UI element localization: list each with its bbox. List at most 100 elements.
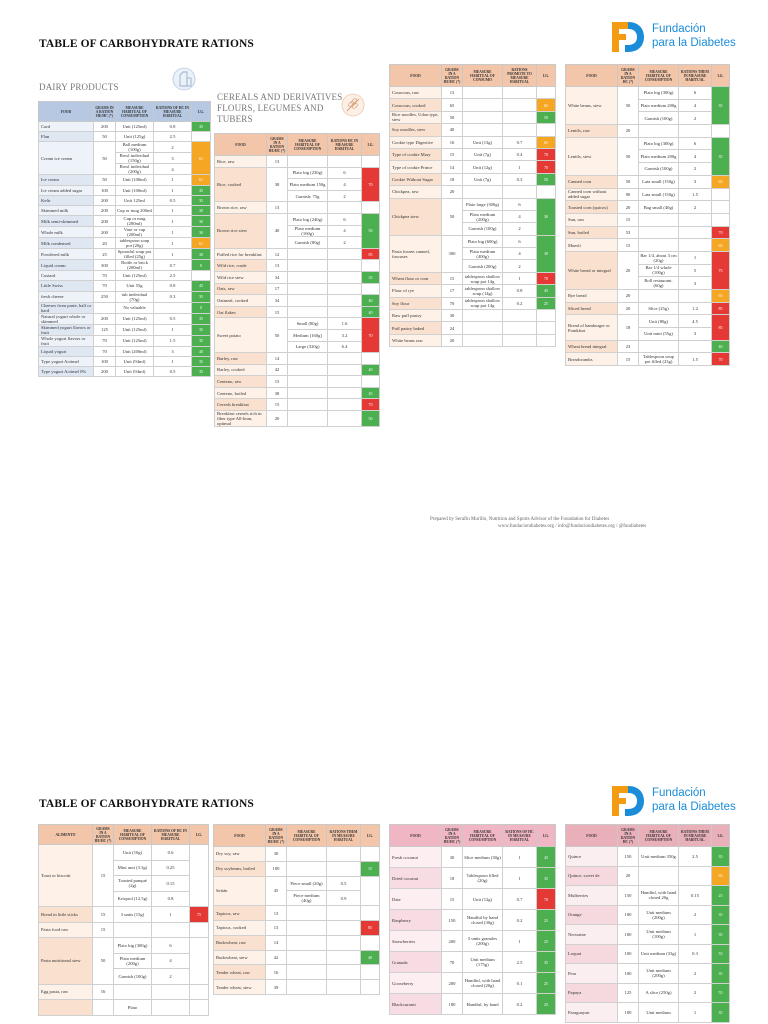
cell-food: Centeno, boiled — [214, 386, 267, 400]
cell-grams: 15 — [441, 147, 463, 162]
cell-measure — [286, 919, 327, 936]
cell-measure: Bowl individual (150g) — [115, 152, 154, 165]
cell-ig: 40 — [711, 339, 730, 354]
cell-food: Flour of rye — [389, 284, 442, 298]
cell-grams: 20 — [617, 250, 639, 291]
cell-food: Breakfast cereals rich in fiber type All… — [214, 410, 267, 428]
cell-rations — [327, 398, 362, 412]
cell-grams: 15 — [266, 398, 288, 412]
cell-measure: Spoonful soup pot filled (25g) — [115, 248, 154, 261]
credits-author: Prepared by Serafín Murillo, Nutrition a… — [430, 517, 610, 522]
cell-food: Fresh coconut — [389, 846, 442, 868]
cell-rations: 1 — [678, 250, 712, 265]
cell-ig: 65 — [711, 289, 730, 303]
cell-rations: 0.15 — [678, 885, 712, 906]
table-row: Raw puff pastry 30 — [389, 309, 556, 323]
page-1: TABLE OF CARBOHYDRATE RATIONS Fundación … — [38, 22, 736, 530]
cell-rations: 0.8 — [153, 120, 192, 133]
cell-food: Whole milk — [38, 226, 94, 239]
logo-text: Fundación para la Diabetes — [652, 786, 736, 814]
cell-food: Skimmed yogurt flavors or fruit — [38, 323, 94, 336]
table-row: Garnish (100g) 2 — [39, 968, 209, 985]
cell-measure: Unit medium (100g) — [638, 924, 679, 945]
cell-food: Lentils, raw — [565, 124, 618, 138]
cell-grams: 20 — [617, 865, 639, 886]
page-gap — [0, 560, 768, 780]
cell-rations: 2 — [502, 259, 537, 273]
cell-measure: Plato large (300g) — [462, 197, 503, 211]
logo-line-1: Fundación — [652, 23, 706, 35]
cell-measure: Unit (80g) — [638, 314, 679, 329]
cell-rations: 0.2 — [502, 909, 537, 931]
cell-measure — [462, 123, 503, 137]
cell-food: Orange — [565, 904, 618, 925]
table-row: Medium (160g) 3.2 — [215, 328, 380, 342]
header-food: FOOD — [389, 64, 442, 87]
cell-ig — [361, 259, 380, 272]
section-title-cereals: CEREALS AND DERIVATIVES, FLOURS, LEGUMES… — [217, 92, 345, 125]
table-row: Milk condensed 20 tablespoon soup pot (20g… — [38, 237, 211, 250]
cell-grams: 150 — [617, 885, 639, 906]
cell-ig: 70 — [361, 317, 380, 354]
cell-rations: 0.8 — [502, 284, 537, 298]
cell-grams: 70 — [441, 951, 463, 973]
cell-grams: 20 — [441, 185, 463, 199]
cell-food: Raw puff pastry — [389, 309, 442, 323]
cell-food — [38, 999, 93, 1016]
cell-rations: 6 — [327, 166, 362, 180]
table-row: Krisprol (12.5g) 0.8 — [39, 890, 209, 907]
credits: Prepared by Serafín Murillo, Nutrition a… — [430, 516, 690, 530]
page-title-2: TABLE OF CARBOHYDRATE RATIONS — [39, 798, 254, 810]
cell-grams: 15 — [92, 921, 114, 938]
cell-measure — [286, 964, 327, 981]
cell-rations: 2.5 — [153, 270, 192, 282]
cell-food: Wild rice, crude — [214, 259, 267, 272]
cell-ig — [536, 333, 556, 348]
logo-line-2: para la Diabetes — [652, 37, 736, 49]
table-row: Kefir 200 Unit 125ml 0.5 35 — [38, 194, 211, 206]
cell-measure: Plato medium (200g) — [113, 952, 152, 969]
table-row: Type of cookie Prince 14 Unit (12g) 1 70 — [389, 160, 556, 174]
cell-measure: Large (320g) — [287, 340, 328, 354]
cell-measure: 3 units (15g) — [113, 906, 152, 923]
table-row: Oatmeal, cooked 34 40 — [214, 294, 380, 307]
cell-measure: Garnish (100g) — [638, 162, 679, 176]
cell-food: Couscous, cooked — [389, 98, 442, 112]
table-row: Piece medium (40g) 0.9 — [214, 890, 380, 907]
cell-grams: 200 — [93, 226, 116, 239]
cell-rations — [326, 919, 361, 936]
cell-rations: 0.9 — [326, 890, 361, 907]
cell-ig: 70 — [711, 225, 730, 240]
cell-food: Rye bread — [565, 289, 618, 303]
header-grams: GRAMS IN A RATION HC (*) — [617, 824, 639, 847]
table-row: Strawberries 200 5 units granules (200g) 1 2… — [389, 930, 556, 952]
cell-food: Budowheat, raw — [213, 934, 266, 951]
cell-ig: 50 — [361, 410, 380, 428]
header-ig: I.G. — [361, 133, 380, 156]
table-row: Raspberry 150 Handful by hand closed (30g)… — [389, 909, 556, 931]
cell-rations: 0.8 — [151, 890, 190, 907]
cell-grams: 42 — [265, 949, 287, 966]
table-row: Wheat bread integral 23 40 — [565, 339, 730, 354]
cell-measure: Toasted panqué (2g) — [113, 875, 152, 892]
cell-grams: 30 — [441, 846, 463, 868]
cell-grams: 65 — [441, 98, 463, 112]
cell-measure: Plato medium (200g) — [462, 209, 503, 224]
cell-ig — [189, 844, 209, 907]
cell-measure — [286, 905, 327, 921]
cell-ig — [360, 875, 380, 907]
cell-grams: 100 — [617, 963, 639, 984]
cell-grams: 30 — [265, 846, 287, 862]
cell-measure — [287, 201, 328, 214]
cell-grams: 42 — [266, 363, 288, 377]
cell-ig: 55 — [711, 943, 730, 964]
cell-rations: 1 — [502, 846, 537, 868]
table-row: Ice cream 50 Unit (100ml) 1 61 — [38, 174, 211, 186]
cell-measure: Unit (125ml) — [115, 323, 154, 336]
cell-ig — [361, 155, 380, 168]
header-rations: RATIONS OF HC IN MEASURE HABITUAL — [502, 824, 537, 847]
cell-rations — [502, 309, 537, 323]
header-measure: MEASURE HABITUAL OF CONSUMO — [462, 64, 503, 87]
cell-rations — [502, 98, 537, 112]
cell-grams: 70 — [93, 334, 116, 347]
